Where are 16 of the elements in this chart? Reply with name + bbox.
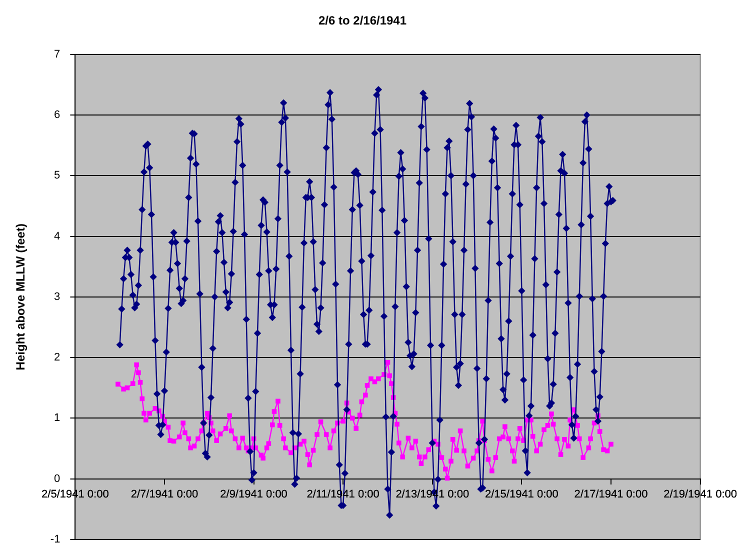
y-tick-label: 1	[54, 412, 60, 424]
y-tick-label: 0	[54, 472, 60, 485]
x-tick-label: 2/19/1941 0:00	[664, 488, 737, 500]
y-tick-label: 6	[54, 109, 60, 122]
x-tick-label: 2/15/1941 0:00	[484, 488, 558, 500]
y-axis-title: Height above MLLW (feet)	[14, 224, 28, 370]
x-tick-label: 2/7/1941 0:00	[130, 488, 198, 500]
y-tick-label: 7	[54, 48, 60, 60]
x-tick-label: 2/17/1941 0:00	[574, 488, 648, 500]
y-tick-label: -1	[50, 533, 60, 546]
y-tick-label: 5	[54, 170, 60, 182]
chart-title: 2/6 to 2/16/1941	[318, 14, 407, 28]
y-tick-label: 3	[54, 290, 60, 303]
y-tick-label: 2	[54, 352, 60, 364]
y-tick-label: 4	[54, 230, 60, 242]
x-tick-label: 2/9/1941 0:00	[220, 488, 288, 500]
